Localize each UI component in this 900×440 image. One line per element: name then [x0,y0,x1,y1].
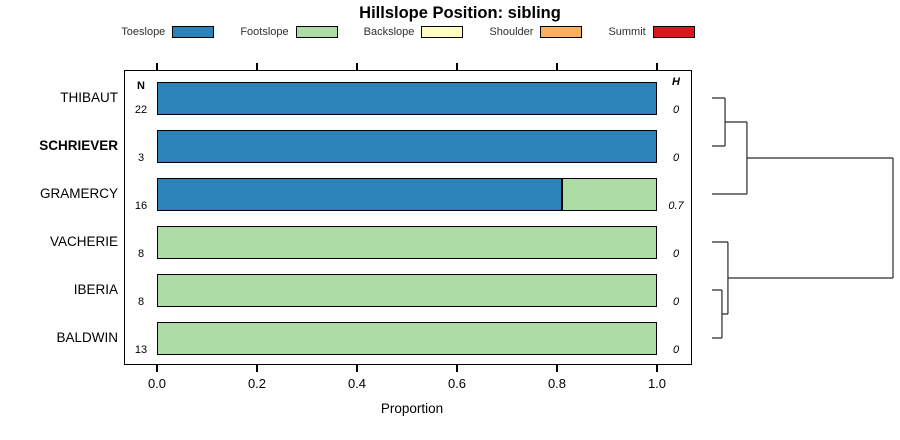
row-label-baldwin: BALDWIN [56,330,118,345]
h-value: 0 [672,296,680,308]
bar-segment-footslope [561,178,656,210]
n-value: 8 [137,296,145,308]
row-label-gramercy: GRAMERCY [39,186,118,201]
h-value: 0 [672,248,680,260]
bar-segment-toeslope [158,82,656,114]
row-label-schriever: SCHRIEVER [39,138,118,153]
legend: Toeslope Footslope Backslope Shoulder Summit [108,26,708,38]
h-value: 0.7 [668,200,684,212]
row-label-vacherie: VACHERIE [49,234,118,249]
legend-swatch-icon [540,26,583,38]
bar-schriever [157,129,657,163]
legend-swatch-icon [172,26,215,38]
x-tick-top [556,63,558,70]
n-column-header: N [137,80,145,92]
bar-gramercy [157,177,657,211]
legend-item-footslope: Footslope [240,26,338,38]
x-tick-label: 0.6 [447,376,467,391]
n-value: 8 [137,248,145,260]
h-value: 0 [672,104,680,116]
bar-segment-footslope [158,226,656,258]
x-tick-top [256,63,258,70]
x-tick-label: 0.0 [147,376,167,391]
x-tick-top [456,63,458,70]
n-value: 13 [134,344,148,356]
row-label-thibaut: THIBAUT [60,90,118,105]
x-tick-top [356,63,358,70]
n-value: 22 [134,104,148,116]
bar-segment-toeslope [158,178,562,210]
legend-label: Summit [608,26,646,38]
dendrogram-branches [712,97,894,339]
bar-iberia [157,273,657,307]
legend-label: Toeslope [121,26,166,38]
x-tick-bottom [556,365,558,372]
row-label-iberia: IBERIA [73,282,118,297]
h-value: 0 [672,152,680,164]
bar-segment-footslope [158,322,656,354]
plot-area [124,70,692,365]
bar-segment-footslope [158,274,656,306]
legend-label: Footslope [240,26,289,38]
legend-label: Backslope [363,26,415,38]
h-value: 0 [672,344,680,356]
x-tick-label: 0.2 [247,376,267,391]
x-tick-top [656,63,658,70]
bar-thibaut [157,81,657,115]
x-tick-bottom [356,365,358,372]
bar-segment-toeslope [158,130,656,162]
x-tick-label: 1.0 [647,376,667,391]
x-axis-title: Proportion [380,401,444,416]
legend-swatch-icon [295,26,338,38]
x-tick-top [156,63,158,70]
x-tick-label: 0.4 [347,376,367,391]
x-tick-bottom [256,365,258,372]
legend-item-summit: Summit [608,26,695,38]
bar-baldwin [157,321,657,355]
legend-swatch-icon [652,26,695,38]
h-column-header: H [672,76,680,88]
legend-label: Shoulder [489,26,534,38]
legend-item-shoulder: Shoulder [489,26,583,38]
n-value: 16 [134,200,148,212]
chart-title: Hillslope Position: sibling [359,4,561,22]
x-tick-bottom [156,365,158,372]
x-tick-label: 0.8 [547,376,567,391]
legend-item-backslope: Backslope [364,26,464,38]
legend-swatch-icon [421,26,464,38]
legend-item-toeslope: Toeslope [121,26,215,38]
n-value: 3 [137,152,145,164]
x-tick-bottom [456,365,458,372]
x-tick-bottom [656,365,658,372]
bar-vacherie [157,225,657,259]
